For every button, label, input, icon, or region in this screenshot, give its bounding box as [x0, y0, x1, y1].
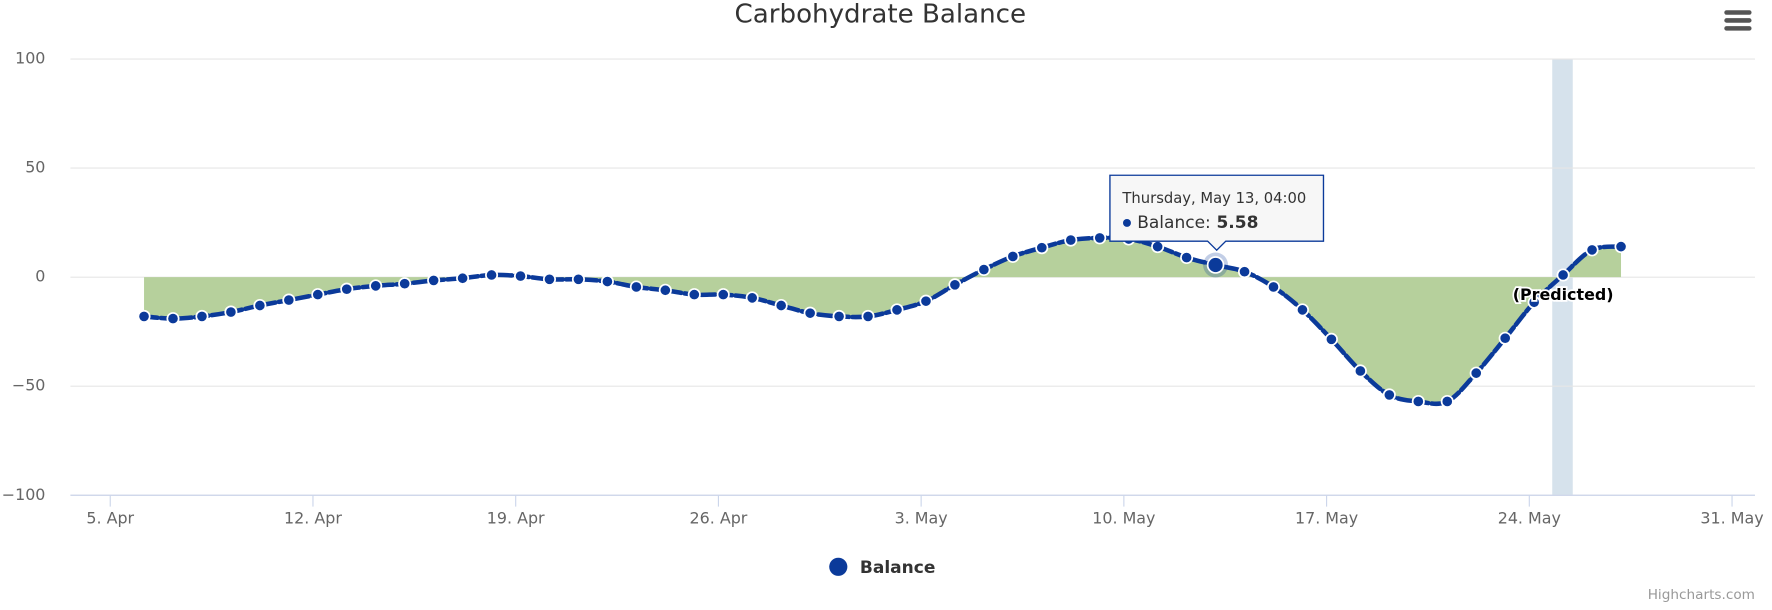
y-tick-label: 50 — [25, 158, 45, 177]
marker — [803, 306, 817, 320]
x-tick-label: 31. May — [1700, 509, 1763, 528]
marker — [687, 288, 701, 302]
marker — [340, 282, 354, 296]
marker — [224, 305, 238, 319]
y-tick-label: 0 — [35, 267, 45, 286]
marker — [1614, 240, 1628, 254]
marker — [137, 309, 151, 323]
line — [141, 235, 1624, 407]
marker — [658, 283, 672, 297]
x-tick-label: 10. May — [1092, 509, 1155, 528]
marker — [1556, 268, 1570, 282]
marker — [890, 303, 904, 317]
x-tick-label: 17. May — [1295, 509, 1358, 528]
marker — [1585, 243, 1599, 257]
marker — [1469, 366, 1483, 380]
marker — [1180, 250, 1194, 265]
x-tick-label: 5. Apr — [86, 509, 134, 528]
tooltip-dot — [1122, 218, 1131, 227]
marker — [629, 280, 643, 294]
marker — [427, 273, 441, 287]
marker — [1151, 240, 1165, 254]
marker — [832, 309, 846, 323]
data-label: (Predicted) — [1513, 285, 1614, 304]
marker — [1440, 394, 1454, 409]
menu-bar — [1724, 26, 1752, 31]
marker — [919, 294, 933, 308]
marker — [948, 278, 962, 292]
marker — [195, 309, 209, 323]
marker — [1238, 265, 1252, 279]
marker — [1206, 256, 1225, 274]
marker — [542, 272, 557, 286]
x-tick-label: 12. Apr — [284, 509, 342, 528]
tooltip-body: Balance: 5.58 — [1137, 213, 1258, 233]
marker — [513, 269, 528, 283]
marker — [571, 272, 585, 286]
marker — [716, 288, 730, 302]
tooltip-label: Balance: — [1137, 213, 1211, 233]
x-tick-label: 3. May — [895, 509, 948, 528]
tooltip-value: 5.58 — [1216, 213, 1258, 233]
marker — [369, 279, 383, 293]
marker — [253, 298, 267, 313]
chart-title: Carbohydrate Balance — [735, 0, 1027, 29]
menu-button[interactable] — [1724, 10, 1752, 31]
x-tick-label: 19. Apr — [487, 509, 545, 528]
marker — [1411, 394, 1425, 409]
x-tick-label: 26. Apr — [690, 509, 748, 528]
y-tick-label: −50 — [12, 376, 46, 395]
marker — [1353, 364, 1367, 378]
marker — [398, 277, 412, 291]
menu-bar — [1724, 10, 1752, 15]
marker — [1266, 280, 1281, 294]
area — [144, 237, 1622, 404]
marker — [456, 271, 470, 285]
marker — [485, 268, 499, 282]
marker — [1006, 249, 1020, 263]
menu-bar — [1724, 18, 1752, 23]
marker — [1064, 233, 1078, 247]
y-tick-label: −100 — [2, 485, 46, 504]
tooltip-header: Thursday, May 13, 04:00 — [1121, 190, 1306, 207]
tooltip: Thursday, May 13, 04:00 Balance: 5.58 — [1109, 174, 1325, 252]
marker — [745, 291, 759, 305]
marker — [282, 293, 296, 307]
marker — [1382, 388, 1396, 402]
marker — [1498, 331, 1512, 345]
marker — [1035, 241, 1049, 255]
marker — [1295, 303, 1309, 317]
marker — [1527, 295, 1541, 309]
marker — [1324, 332, 1338, 346]
legend-item[interactable]: Balance — [829, 557, 936, 578]
legend-symbol — [829, 557, 848, 576]
x-tick-label: 24. May — [1498, 509, 1561, 528]
credits[interactable]: Highcharts.com — [1648, 587, 1755, 603]
marker — [600, 274, 614, 289]
marker — [166, 312, 180, 326]
marker — [977, 262, 991, 277]
marker — [861, 309, 875, 323]
legend-label: Balance — [860, 558, 936, 578]
marker — [311, 288, 325, 302]
tooltip-box — [1109, 174, 1325, 252]
y-tick-label: 100 — [15, 49, 45, 68]
marker — [774, 298, 788, 313]
marker — [1093, 231, 1107, 245]
